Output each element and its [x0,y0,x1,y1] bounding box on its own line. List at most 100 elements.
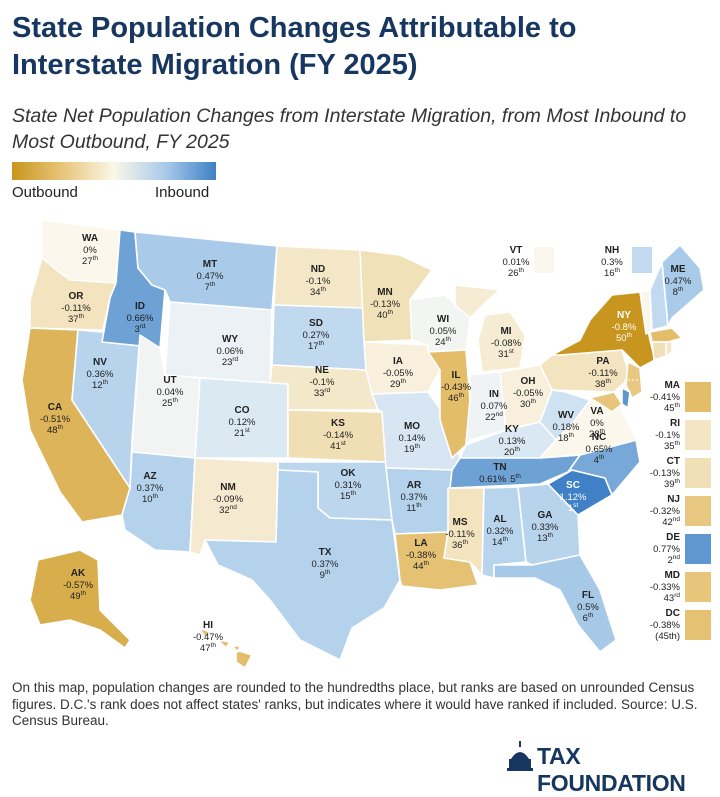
state-rank: 14th [492,535,508,548]
state-label-me: ME 0.47% 8th [653,264,703,299]
state-label-la: LA -0.38% 44th [396,538,446,573]
state-rank: 18th [558,431,574,444]
state-abbr: PA [596,356,610,367]
state-shape-CT [651,341,667,361]
state-value: -0.05% [382,367,414,379]
state-value: -0.51% [39,413,71,425]
state-rank: 15th [340,489,356,502]
state-abbr: MN [377,287,393,298]
side-label-ma: MA -0.41% 45th [649,380,680,414]
state-label-pa: PA -0.11% 38th [578,356,628,391]
state-abbr: LA [414,538,428,549]
state-value: 0.66% [126,312,154,324]
state-abbr: NC [591,432,607,443]
state-value: 0.31% [334,479,362,491]
state-abbr: HI [203,620,213,631]
state-value: -0.38% [405,549,437,561]
vt-swatch [534,247,554,273]
state-value: -0.09% [212,493,244,505]
state-rank: 48th [47,423,63,436]
state-label-nc: NC 0.65% 4th [574,432,624,467]
page-title: State Population Changes Attributable to… [12,12,577,81]
logo-text: TAX FOUNDATION [537,743,686,796]
state-label-tx: TX 0.37% 9th [300,547,350,582]
state-rank: 32nd [219,503,237,516]
swatch-de [685,534,711,564]
state-label-fl: FL 0.5% 6th [563,590,613,625]
state-rank: 7th [204,280,216,293]
state-rank: 33rd [313,386,331,399]
state-rank: 16th [604,266,620,279]
state-rank: 34th [310,285,326,298]
side-label-dc: DC -0.38% (45th) [649,608,680,642]
state-label-ak: AK -0.57% 49th [53,568,103,603]
state-label-ok: OK 0.31% 15th [323,468,373,503]
state-abbr: AK [70,568,86,579]
state-value: 0.04% [156,386,184,398]
legend-outbound-label: Outbound [12,184,78,201]
state-rank: 3rd [134,322,146,335]
state-shape-HI [199,627,253,669]
state-rank: 4th [593,453,605,466]
state-label-ne: NE -0.1% 33rd [297,365,347,400]
state-value: -0.08% [490,337,522,349]
state-value: -0.8% [611,321,637,333]
state-rank: 13th [537,531,553,544]
state-rank: 24th [435,335,451,348]
state-value: 0.36% [86,368,114,380]
state-rank: 5th [510,472,521,485]
state-label-va: VA 0% 28th [572,406,622,441]
state-shape-MD [589,391,623,413]
state-label-ms: MS -0.11% 36th [435,517,485,552]
state-value: 0.61% [479,473,507,485]
state-label-ut: UT 0.04% 25th [145,375,195,410]
state-abbr: SD [309,318,323,329]
state-rank: 21st [234,426,250,439]
state-rank: 40th [377,308,393,321]
state-label-sc: SC 1.12% 1st [548,480,598,515]
state-rank: 8th [672,285,684,298]
state-label-ky: KY 0.13% 20th [487,424,537,459]
state-rank: 25th [162,396,178,409]
state-shape-NY [551,291,656,369]
state-value: 0.12% [228,416,256,428]
state-rank: 30th [520,397,536,410]
state-label-or: OR -0.11% 37th [51,291,101,326]
state-rank: 27th [82,254,98,267]
legend-gradient [12,162,216,180]
state-rank: 46th [448,391,464,404]
state-rank: 10th [142,492,158,505]
state-abbr: VA [590,406,604,417]
state-label-ca: CA -0.51% 48th [30,402,80,437]
state-value: 0.07% [480,400,508,412]
state-value: 0.01% [502,256,530,268]
state-abbr: KY [505,424,519,435]
state-value: 0.27% [302,329,330,341]
state-value: 0.47% [196,270,224,282]
state-shape-MA [649,327,683,343]
state-shape-IL [427,349,471,459]
state-abbr: CO [234,405,250,416]
state-value: 0.14% [398,432,426,444]
state-label-oh: OH -0.05% 30th [503,376,553,411]
state-label-wv: WV 0.18% 18th [541,410,591,445]
state-abbr: MT [202,259,218,270]
state-label-tn: TN 0.61% 5th [460,462,540,485]
side-label-nj: NJ -0.32% 42nd [649,494,680,528]
state-value: 0.33% [531,521,559,533]
state-abbr: NE [315,365,329,376]
state-abbr: NH [604,245,620,256]
state-label-nm: NM -0.09% 32nd [203,482,253,517]
state-label-ia: IA -0.05% 29th [373,356,423,391]
state-abbr: OR [68,291,84,302]
state-abbr: AZ [143,471,157,482]
state-abbr: FL [581,590,595,601]
state-label-mt: MT 0.47% 7th [185,259,235,294]
state-shape-RI [665,341,673,357]
state-abbr: OK [340,468,356,479]
state-label-co: CO 0.12% 21st [217,405,267,440]
state-abbr: IN [489,389,499,400]
swatch-dc [685,610,711,640]
state-label-hi: HI -0.47% 47th [183,620,233,655]
